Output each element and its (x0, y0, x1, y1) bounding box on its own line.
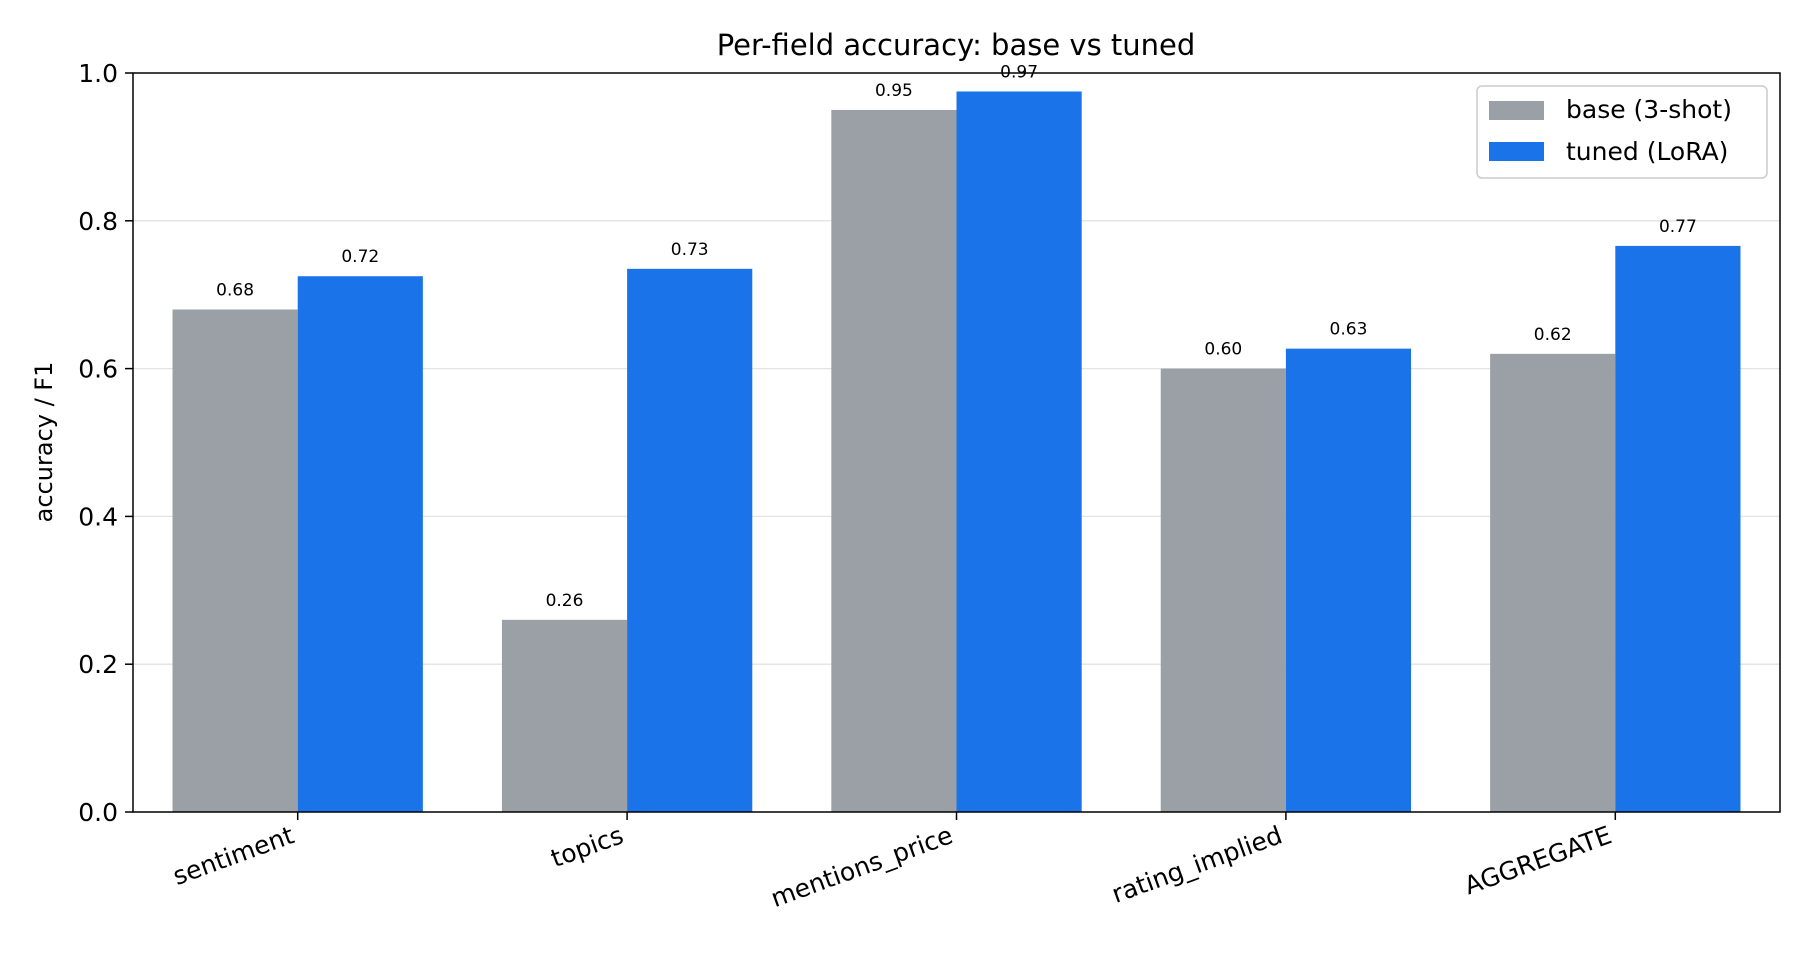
value-label: 0.26 (546, 591, 584, 611)
legend-label-tuned: tuned (LoRA) (1566, 137, 1728, 166)
x-tick-label: mentions_price (767, 820, 957, 913)
value-label: 0.63 (1330, 320, 1368, 340)
x-tick-label: sentiment (169, 820, 298, 891)
x-tick-label: rating_implied (1108, 820, 1286, 908)
y-tick-label: 0.4 (78, 502, 118, 531)
value-label: 0.73 (671, 240, 709, 260)
y-axis-label: accuracy / F1 (30, 362, 58, 523)
y-tick-label: 0.2 (78, 650, 118, 679)
x-tick-label: topics (547, 820, 627, 873)
value-label: 0.62 (1534, 325, 1572, 345)
bars (172, 91, 1741, 813)
y-tick-label: 1.0 (78, 59, 118, 88)
legend-frame (1476, 85, 1768, 179)
value-label: 0.60 (1204, 340, 1242, 360)
value-label: 0.68 (216, 280, 254, 300)
bar-tuned-sentiment (297, 276, 423, 813)
value-label: 0.72 (341, 247, 379, 267)
y-axis: 0.0 0.2 0.4 0.6 0.8 1.0 (78, 59, 133, 827)
bar-tuned-rating_implied (1285, 348, 1412, 812)
x-axis: sentiment topics mentions_price rating_impl… (169, 812, 1617, 913)
chart-title: Per-field accuracy: base vs tuned (717, 28, 1196, 62)
legend-swatch-tuned (1489, 142, 1544, 161)
value-label: 0.77 (1659, 217, 1697, 237)
bar-tuned-mentions_price (956, 91, 1082, 813)
value-label: 0.95 (875, 81, 913, 101)
bar-tuned-topics (627, 268, 753, 813)
bar-base-sentiment (172, 309, 298, 812)
y-tick-label: 0.6 (78, 355, 118, 384)
y-tick-label: 0.8 (78, 207, 118, 236)
legend-label-base: base (3-shot) (1566, 95, 1732, 124)
bar-base-AGGREGATE (1490, 353, 1616, 812)
legend: base (3-shot) tuned (LoRA) (1476, 85, 1768, 179)
bar-base-topics (501, 619, 628, 812)
bar-tuned-AGGREGATE (1615, 245, 1741, 812)
bar-base-rating_implied (1160, 368, 1286, 812)
y-tick-label: 0.0 (78, 798, 118, 827)
bar-base-mentions_price (831, 109, 957, 812)
x-tick-label: AGGREGATE (1461, 820, 1616, 900)
legend-swatch-base (1489, 101, 1544, 120)
